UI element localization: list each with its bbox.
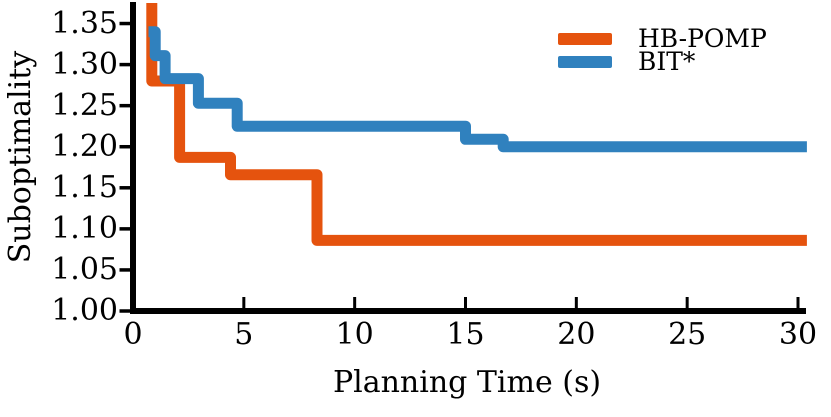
legend-swatch-hb-pomp (558, 32, 612, 45)
legend-entry-bit-star: BIT* (558, 47, 767, 76)
y-tick-label: 1.00 (51, 293, 118, 328)
x-tick-label: 20 (557, 317, 596, 352)
legend: HB-POMP BIT* (558, 24, 767, 76)
x-tick-label: 10 (335, 317, 374, 352)
y-tick-label: 1.35 (51, 5, 118, 41)
y-tick-label: 1.30 (51, 46, 118, 82)
y-tick-label: 1.25 (51, 87, 118, 123)
y-tick-label: 1.05 (51, 251, 118, 287)
x-tick-label: 30 (778, 317, 818, 352)
x-axis-title: Planning Time (s) (332, 365, 602, 400)
series-line-bit (148, 26, 807, 153)
x-tick-label: 0 (123, 317, 143, 352)
x-tick-label: 25 (668, 317, 707, 352)
legend-swatch-bit-star (558, 55, 612, 68)
y-tick-label: 1.10 (51, 210, 118, 246)
x-tick-label: 5 (234, 317, 254, 352)
y-tick-label: 1.15 (51, 169, 118, 205)
legend-label-hb-pomp: HB-POMP (638, 24, 767, 53)
x-tick-label: 15 (446, 317, 485, 352)
legend-label-bit-star: BIT* (638, 47, 696, 76)
y-tick-label: 1.20 (51, 128, 118, 164)
legend-entry-hb-pomp: HB-POMP (558, 24, 767, 53)
